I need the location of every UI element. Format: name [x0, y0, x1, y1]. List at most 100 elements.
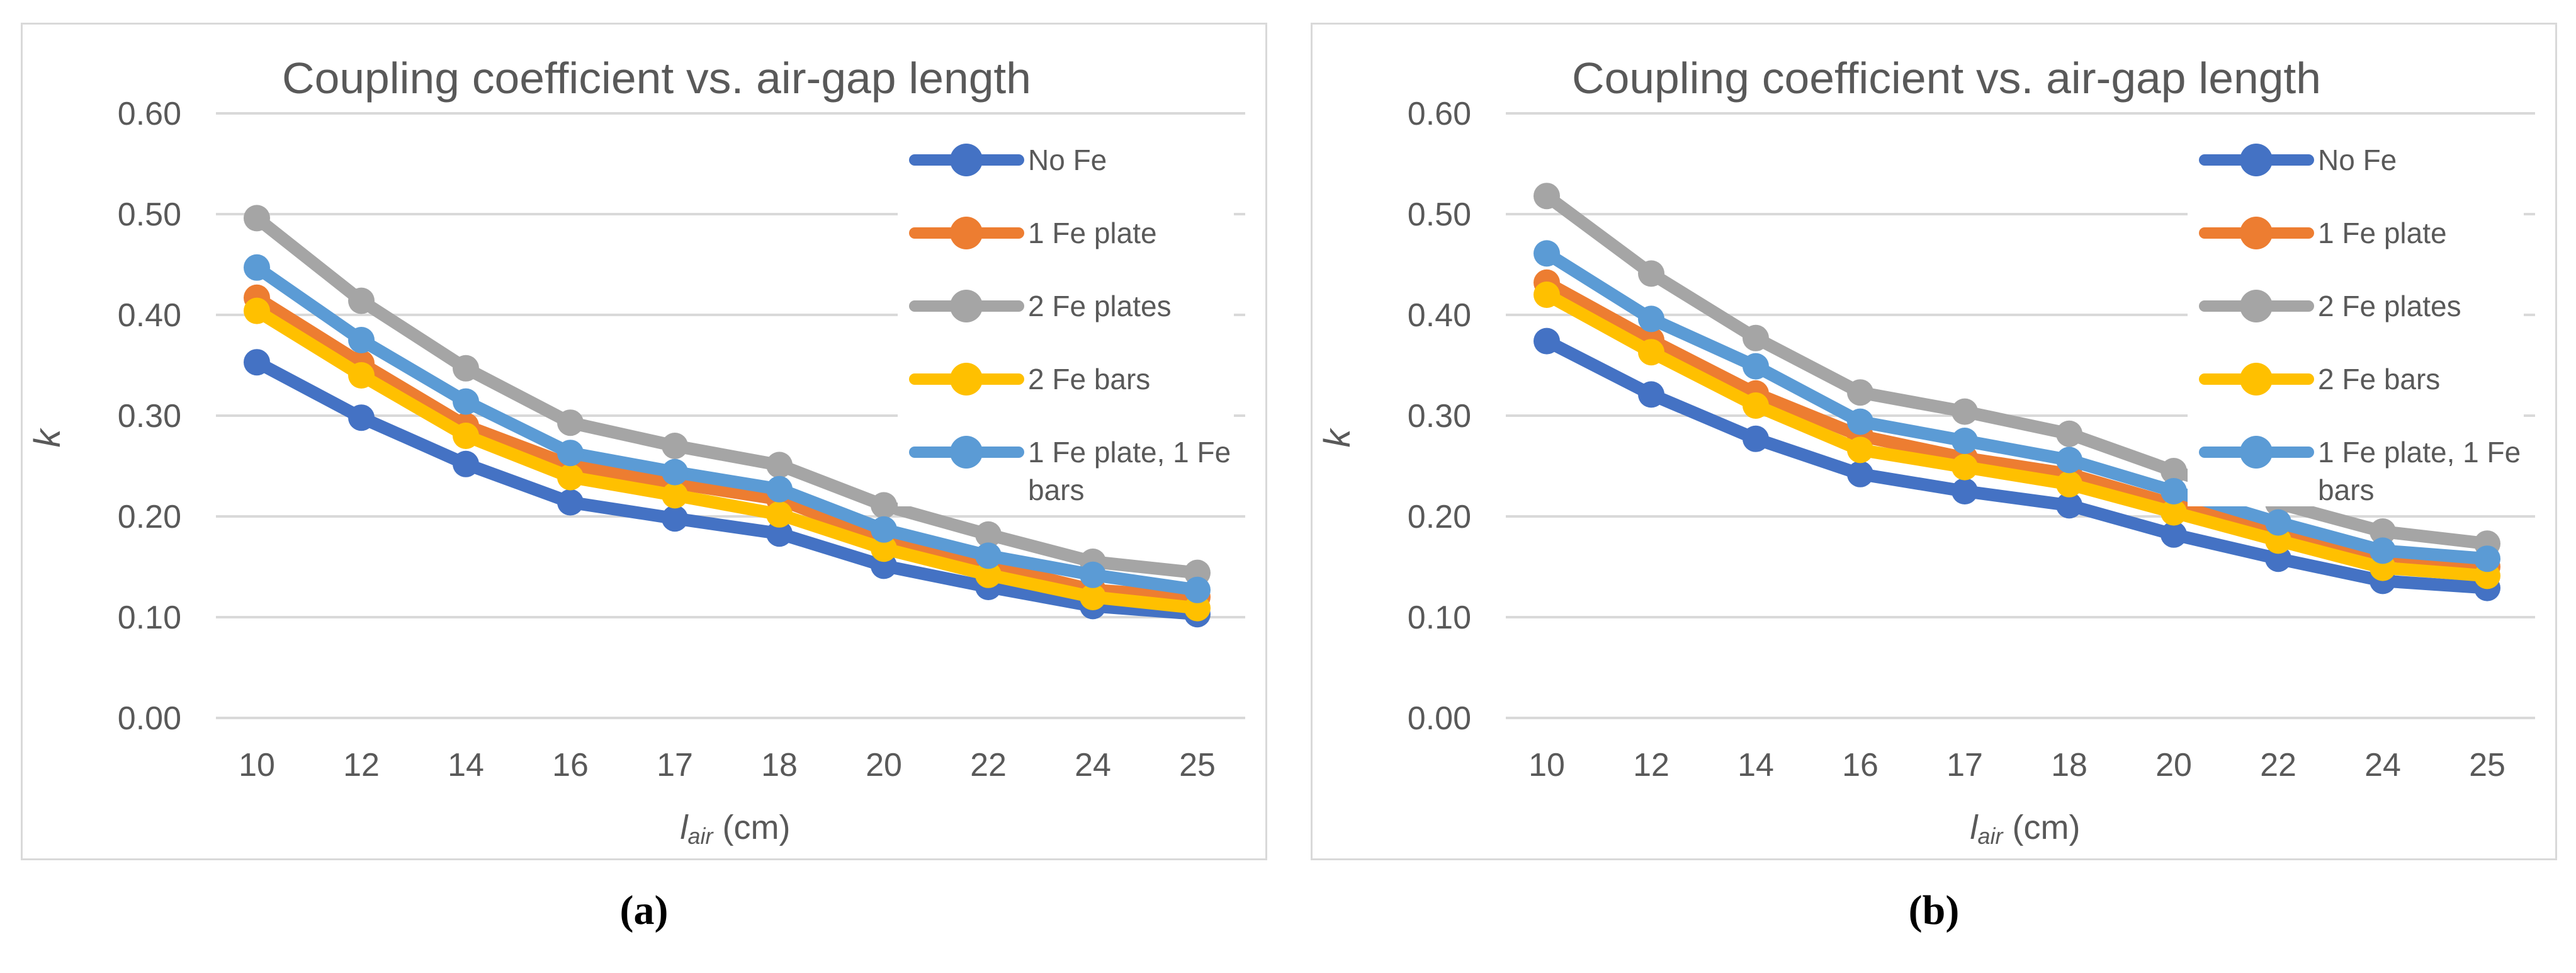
series-line	[1540, 247, 2494, 566]
data-point-marker	[453, 355, 479, 382]
legend-item: 2 Fe bars	[2199, 363, 2440, 395]
data-point-marker	[348, 287, 375, 314]
data-point-marker	[975, 542, 1002, 569]
data-point-marker	[1638, 260, 1664, 287]
data-point-marker	[1847, 379, 1873, 406]
data-point-marker	[2056, 470, 2082, 498]
series-line	[251, 356, 1204, 621]
x-tick-label: 16	[552, 747, 589, 783]
legend-marker-icon	[950, 290, 983, 322]
x-tick-label: 12	[343, 747, 380, 783]
legend-label: 1 Fe plate	[1028, 217, 1157, 249]
legend-marker-icon	[2240, 144, 2273, 176]
data-point-marker	[348, 404, 375, 431]
x-tick-label: 25	[1179, 747, 1216, 783]
legend-item: 1 Fe plate	[909, 217, 1157, 249]
data-point-marker	[1534, 183, 1560, 210]
data-point-marker	[1847, 408, 1873, 435]
data-point-marker	[1743, 353, 1769, 380]
x-axis-tick-labels: 10 12 14 16 17 18 20 22 24 25	[1528, 747, 2505, 783]
data-point-marker	[1080, 584, 1106, 610]
data-point-marker	[975, 521, 1002, 548]
x-tick-label: 17	[657, 747, 693, 783]
legend-label: 2 Fe plates	[2318, 290, 2461, 322]
data-point-marker	[2370, 537, 2396, 564]
series-2-fe-bars	[244, 297, 1211, 622]
data-point-marker	[2161, 499, 2187, 526]
y-tick-label: 0.50	[1408, 196, 1471, 233]
gridlines	[1506, 112, 2535, 719]
data-point-marker	[871, 516, 897, 543]
series-line	[251, 261, 1204, 596]
x-tick-label: 25	[2469, 747, 2505, 783]
data-point-marker	[766, 501, 793, 528]
data-point-marker	[1534, 282, 1560, 308]
chart-title: Coupling coefficient vs. air-gap length	[1572, 54, 2321, 103]
data-point-marker	[1743, 425, 1769, 452]
legend-label: 2 Fe plates	[1028, 290, 1172, 322]
data-point-marker	[871, 492, 897, 519]
chart-title: Coupling coefficient vs. air-gap length	[282, 54, 1031, 103]
legend-item: 1 Fe plate, 1 Fe bars	[909, 436, 1231, 506]
legend-item: 2 Fe plates	[2199, 290, 2461, 322]
legend-item: 1 Fe plate	[2199, 217, 2447, 249]
legend-label: No Fe	[1028, 144, 1107, 176]
legend-label: bars	[2318, 474, 2374, 506]
legend-label: 2 Fe bars	[1028, 363, 1150, 395]
legend-label: 1 Fe plate, 1 Fe	[1028, 436, 1231, 469]
y-tick-label: 0.30	[118, 398, 181, 435]
legend-label: 1 Fe plate, 1 Fe	[2318, 436, 2521, 469]
x-tick-label: 14	[448, 747, 484, 783]
series-line	[251, 304, 1204, 615]
y-tick-label: 0.60	[118, 96, 181, 132]
data-point-marker	[1638, 305, 1664, 333]
data-point-marker	[2056, 420, 2082, 447]
chart-panel-a: 0.00 0.10 0.20 0.30 0.40 0.50 0.60 k 10 12 14 16 17 1…	[21, 23, 1267, 860]
series-2-fe-plates	[1534, 183, 2500, 557]
series-line	[251, 212, 1204, 579]
y-tick-label: 0.40	[1408, 297, 1471, 334]
x-tick-label: 24	[2364, 747, 2401, 783]
data-point-marker	[2265, 545, 2291, 572]
y-tick-label: 0.50	[118, 196, 181, 233]
data-point-marker	[557, 440, 584, 467]
data-point-marker	[662, 482, 688, 509]
legend-item: 1 Fe plate, 1 Fe bars	[2199, 436, 2521, 506]
chart-panel-b: 0.00 0.10 0.20 0.30 0.40 0.50 0.60 k 10 12 14 16 17 1…	[1311, 23, 2557, 860]
data-point-marker	[2056, 492, 2082, 519]
data-point-marker	[1184, 595, 1211, 622]
data-point-marker	[766, 520, 793, 547]
data-point-marker	[453, 388, 479, 415]
data-point-marker	[1952, 478, 1978, 504]
data-point-marker	[1534, 240, 1560, 267]
data-point-marker	[1952, 398, 1978, 425]
series-1-fe-plate-1-fe-bars	[1534, 240, 2500, 572]
legend-marker-icon	[950, 144, 983, 176]
data-point-marker	[2265, 509, 2291, 536]
data-point-marker	[662, 433, 688, 459]
x-tick-label: 20	[2155, 747, 2192, 783]
data-point-marker	[2370, 518, 2396, 545]
x-axis-title: lair (cm)	[681, 809, 791, 849]
y-tick-label: 0.10	[1408, 600, 1471, 636]
x-axis-tick-labels: 10 12 14 16 17 18 20 22 24 25	[239, 747, 1216, 783]
x-tick-label: 22	[970, 747, 1007, 783]
data-point-marker	[244, 254, 270, 281]
data-point-marker	[1638, 339, 1664, 366]
y-tick-label: 0.00	[118, 700, 181, 737]
data-point-marker	[2161, 458, 2187, 484]
data-point-marker	[2265, 527, 2291, 554]
data-point-marker	[2161, 478, 2187, 504]
legend: No Fe 1 Fe plate 2 Fe plates 2 Fe bars 1 Fe …	[898, 128, 1234, 506]
data-point-marker	[1952, 428, 1978, 454]
data-point-marker	[348, 362, 375, 389]
data-point-marker	[244, 205, 270, 232]
data-point-marker	[244, 349, 270, 376]
x-tick-label: 24	[1075, 747, 1111, 783]
data-point-marker	[975, 561, 1002, 588]
series-line	[1540, 288, 2494, 583]
data-point-marker	[1847, 436, 1873, 464]
data-point-marker	[662, 505, 688, 532]
legend-item: No Fe	[2199, 144, 2397, 176]
